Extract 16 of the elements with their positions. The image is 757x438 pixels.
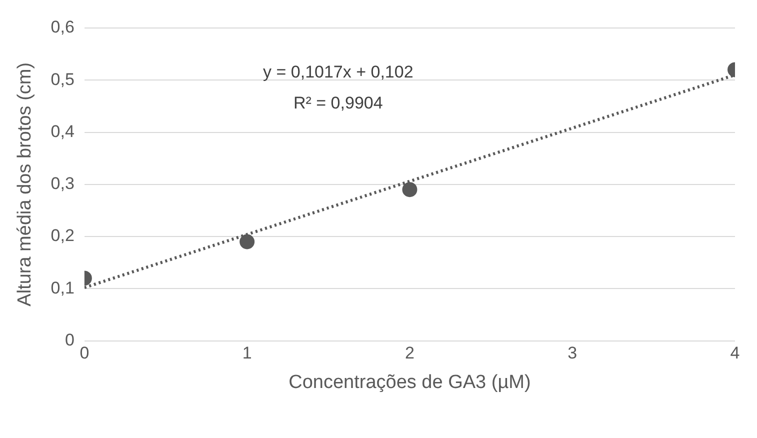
y-tick-label: 0,5	[50, 70, 74, 89]
x-tick-label: 0	[80, 344, 90, 363]
y-axis-title: Altura média dos brotos (cm)	[14, 62, 36, 306]
annotation: y = 0,1017x + 0,102	[263, 62, 414, 82]
x-tick-label: 3	[568, 344, 578, 363]
y-tick-label: 0	[64, 330, 74, 350]
x-tick-label: 2	[404, 344, 414, 363]
annotation: R² = 0,9904	[293, 94, 383, 113]
y-tick-label: 0,6	[50, 18, 74, 37]
y-tick-label: 0,4	[50, 122, 74, 141]
x-tick-label: 1	[242, 344, 252, 363]
x-tick-label: 4	[730, 344, 740, 363]
y-tick-label: 0,3	[50, 174, 74, 194]
x-axis-title: Concentrações de GA3 (µM)	[288, 372, 531, 393]
y-tick-label: 0,1	[50, 278, 74, 298]
y-tick-label: 0,2	[50, 226, 74, 246]
